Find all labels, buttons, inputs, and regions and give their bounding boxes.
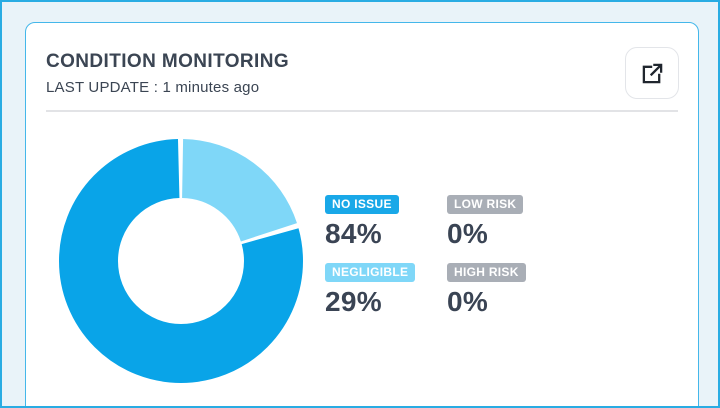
legend-item-negligible: NEGLIGIBLE 29% <box>325 263 447 331</box>
page-title: CONDITION MONITORING <box>46 51 290 72</box>
no-issue-value: 84% <box>325 218 382 249</box>
legend-item-no-issue: NO ISSUE 84% <box>325 195 447 263</box>
no-issue-badge: NO ISSUE <box>325 195 399 214</box>
condition-monitoring-card: CONDITION MONITORING LAST UPDATE : 1 min… <box>25 22 699 406</box>
high-risk-badge: HIGH RISK <box>447 263 526 282</box>
donut-segment-no-issue <box>59 139 303 383</box>
low-risk-badge: LOW RISK <box>447 195 524 214</box>
low-risk-value: 0% <box>447 218 489 249</box>
header-divider <box>46 110 678 112</box>
last-update-label: LAST UPDATE : 1 minutes ago <box>46 79 260 96</box>
negligible-badge: NEGLIGIBLE <box>325 263 416 282</box>
legend-item-low-risk: LOW RISK 0% <box>447 195 526 263</box>
high-risk-value: 0% <box>447 286 489 317</box>
legend: NO ISSUE 84% LOW RISK 0% NEGLIGIBLE 29% … <box>325 195 526 331</box>
negligible-value: 29% <box>325 286 382 317</box>
external-link-icon <box>641 62 664 85</box>
legend-item-high-risk: HIGH RISK 0% <box>447 263 526 331</box>
condition-donut-chart <box>59 139 303 383</box>
open-external-button[interactable] <box>625 47 679 99</box>
